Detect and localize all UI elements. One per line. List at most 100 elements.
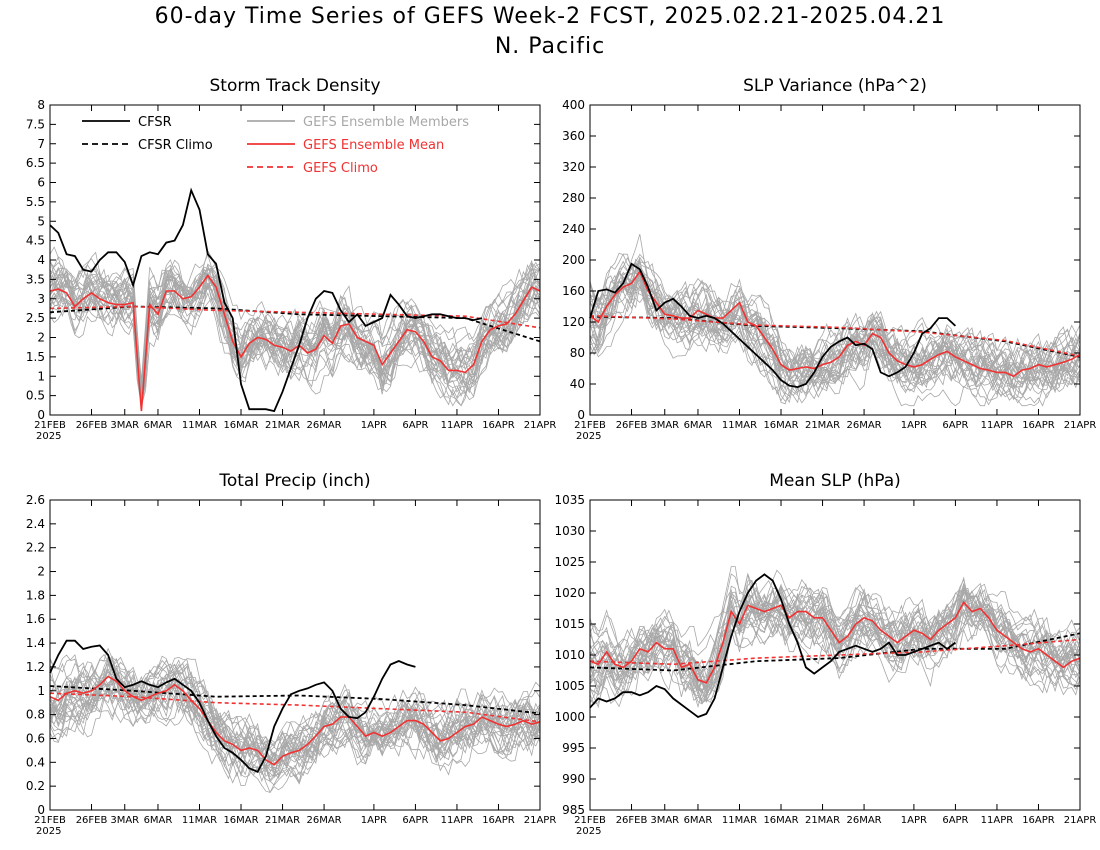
cfsr-line (589, 262, 957, 389)
y-tick-label: 5.5 (26, 195, 45, 209)
legend: CFSR CFSR Climo GEFS Ensemble Members GEFS … (82, 115, 469, 176)
panel-title: SLP Variance (hPa^2) (743, 76, 927, 96)
y-tick-label: 2.2 (26, 541, 45, 555)
y-tick-label: 990 (562, 772, 585, 786)
ensemble-member-line (589, 582, 1081, 702)
ensemble-members (49, 246, 541, 407)
y-tick-label: 0.6 (26, 731, 45, 745)
ensemble-member-line (589, 279, 1081, 404)
x-tick-label: 16MAR (223, 815, 258, 826)
x-tick-label: 6APR (942, 815, 968, 826)
y-tick-label: 3.5 (26, 272, 45, 286)
x-tick-label: 21FEB (34, 815, 66, 826)
y-tick-label: 0.8 (26, 708, 45, 722)
y-tick-label: 1000 (554, 710, 585, 724)
x-tick-label: 1APR (901, 815, 927, 826)
y-tick-label: 1025 (554, 555, 585, 569)
ensemble-member-line (589, 573, 1081, 698)
panel-title: Mean SLP (hPa) (769, 471, 901, 491)
x-tick-label: 11MAR (182, 815, 217, 826)
y-tick-label: 0.4 (26, 755, 45, 769)
legend-label-cfsr: CFSR (138, 115, 172, 130)
ensemble-member-line (49, 259, 541, 406)
y-tick-label: 2 (37, 565, 45, 579)
ensemble-member-line (589, 270, 1081, 404)
ensemble-member-line (49, 258, 541, 406)
panel-title: Total Precip (inch) (218, 471, 370, 491)
y-tick-label: 985 (562, 803, 585, 817)
x-year-label: 2025 (36, 431, 61, 442)
ensemble-member-line (49, 267, 541, 406)
x-tick-label: 21APR (524, 420, 557, 431)
gefs-climo-line (589, 638, 1081, 666)
x-tick-label: 16MAR (763, 815, 798, 826)
x-year-label: 2025 (576, 431, 601, 442)
ensemble-member-line (49, 662, 541, 784)
ensemble-member-line (49, 251, 541, 407)
ensemble-members (49, 647, 541, 794)
legend-label-cfsr-climo: CFSR Climo (138, 138, 213, 153)
x-tick-label: 21MAR (805, 815, 840, 826)
y-tick-label: 8 (37, 98, 45, 112)
x-tick-label: 26FEB (616, 420, 648, 431)
plot-frame (49, 499, 541, 811)
x-tick-label: 21APR (524, 815, 557, 826)
cfsr-climo-line (49, 685, 541, 715)
y-tick-label: 200 (562, 253, 585, 267)
y-tick-label: 120 (562, 315, 585, 329)
y-tick-label: 1035 (554, 493, 585, 507)
x-tick-label: 3MAR (650, 815, 679, 826)
x-tick-label: 26MAR (306, 420, 341, 431)
chart-subtitle: N. Pacific (494, 34, 606, 59)
ensemble-member-line (589, 280, 1081, 392)
y-tick-label: 40 (570, 377, 585, 391)
x-tick-label: 6MAR (684, 815, 713, 826)
ensemble-member-line (589, 269, 1081, 402)
y-tick-label: 1.5 (26, 350, 45, 364)
x-tick-label: 6APR (402, 815, 428, 826)
ensemble-member-line (589, 233, 1081, 383)
x-tick-label: 1APR (361, 815, 387, 826)
legend-label-members: GEFS Ensemble Members (303, 115, 469, 130)
y-tick-label: 2 (37, 331, 45, 345)
y-tick-label: 3 (37, 292, 45, 306)
x-tick-label: 16APR (482, 815, 515, 826)
x-tick-label: 21MAR (265, 815, 300, 826)
x-tick-label: 11MAR (182, 420, 217, 431)
x-tick-label: 21FEB (34, 420, 66, 431)
chart-panel: Mean SLP (hPa) 985 990 995 1000 1005 1010 1015 1… (554, 471, 1096, 837)
x-year-label: 2025 (36, 826, 61, 837)
y-tick-label: 0 (37, 803, 45, 817)
ensemble-member-line (589, 586, 1081, 689)
x-tick-label: 21FEB (574, 420, 606, 431)
ensemble-member-line (589, 260, 1081, 395)
ensemble-member-line (589, 582, 1081, 702)
y-tick-label: 160 (562, 284, 585, 298)
y-tick-label: 7 (37, 137, 45, 151)
x-tick-label: 26MAR (846, 815, 881, 826)
ensemble-member-line (49, 279, 541, 403)
x-tick-label: 6MAR (144, 815, 173, 826)
gefs-climo-line (589, 315, 1081, 357)
y-tick-label: 1005 (554, 679, 585, 693)
ensemble-member-line (49, 655, 541, 755)
y-tick-label: 1 (37, 369, 45, 383)
ensemble-member-line (589, 278, 1081, 381)
x-tick-label: 16MAR (223, 420, 258, 431)
y-tick-label: 0 (37, 408, 45, 422)
gefs-climo-line (49, 305, 541, 329)
x-tick-label: 21MAR (805, 420, 840, 431)
ensemble-member-line (589, 274, 1081, 396)
y-tick-label: 1015 (554, 617, 585, 631)
x-tick-label: 3MAR (110, 420, 139, 431)
y-tick-label: 6.5 (26, 156, 45, 170)
x-tick-label: 26FEB (76, 420, 108, 431)
ensemble-members (589, 233, 1081, 407)
y-tick-label: 2.6 (26, 493, 45, 507)
x-tick-label: 6APR (942, 420, 968, 431)
ensemble-member-line (49, 668, 541, 776)
ensemble-member-line (589, 256, 1081, 398)
ensemble-member-line (49, 678, 541, 770)
x-tick-label: 16APR (1022, 815, 1055, 826)
ensemble-member-line (49, 270, 541, 390)
